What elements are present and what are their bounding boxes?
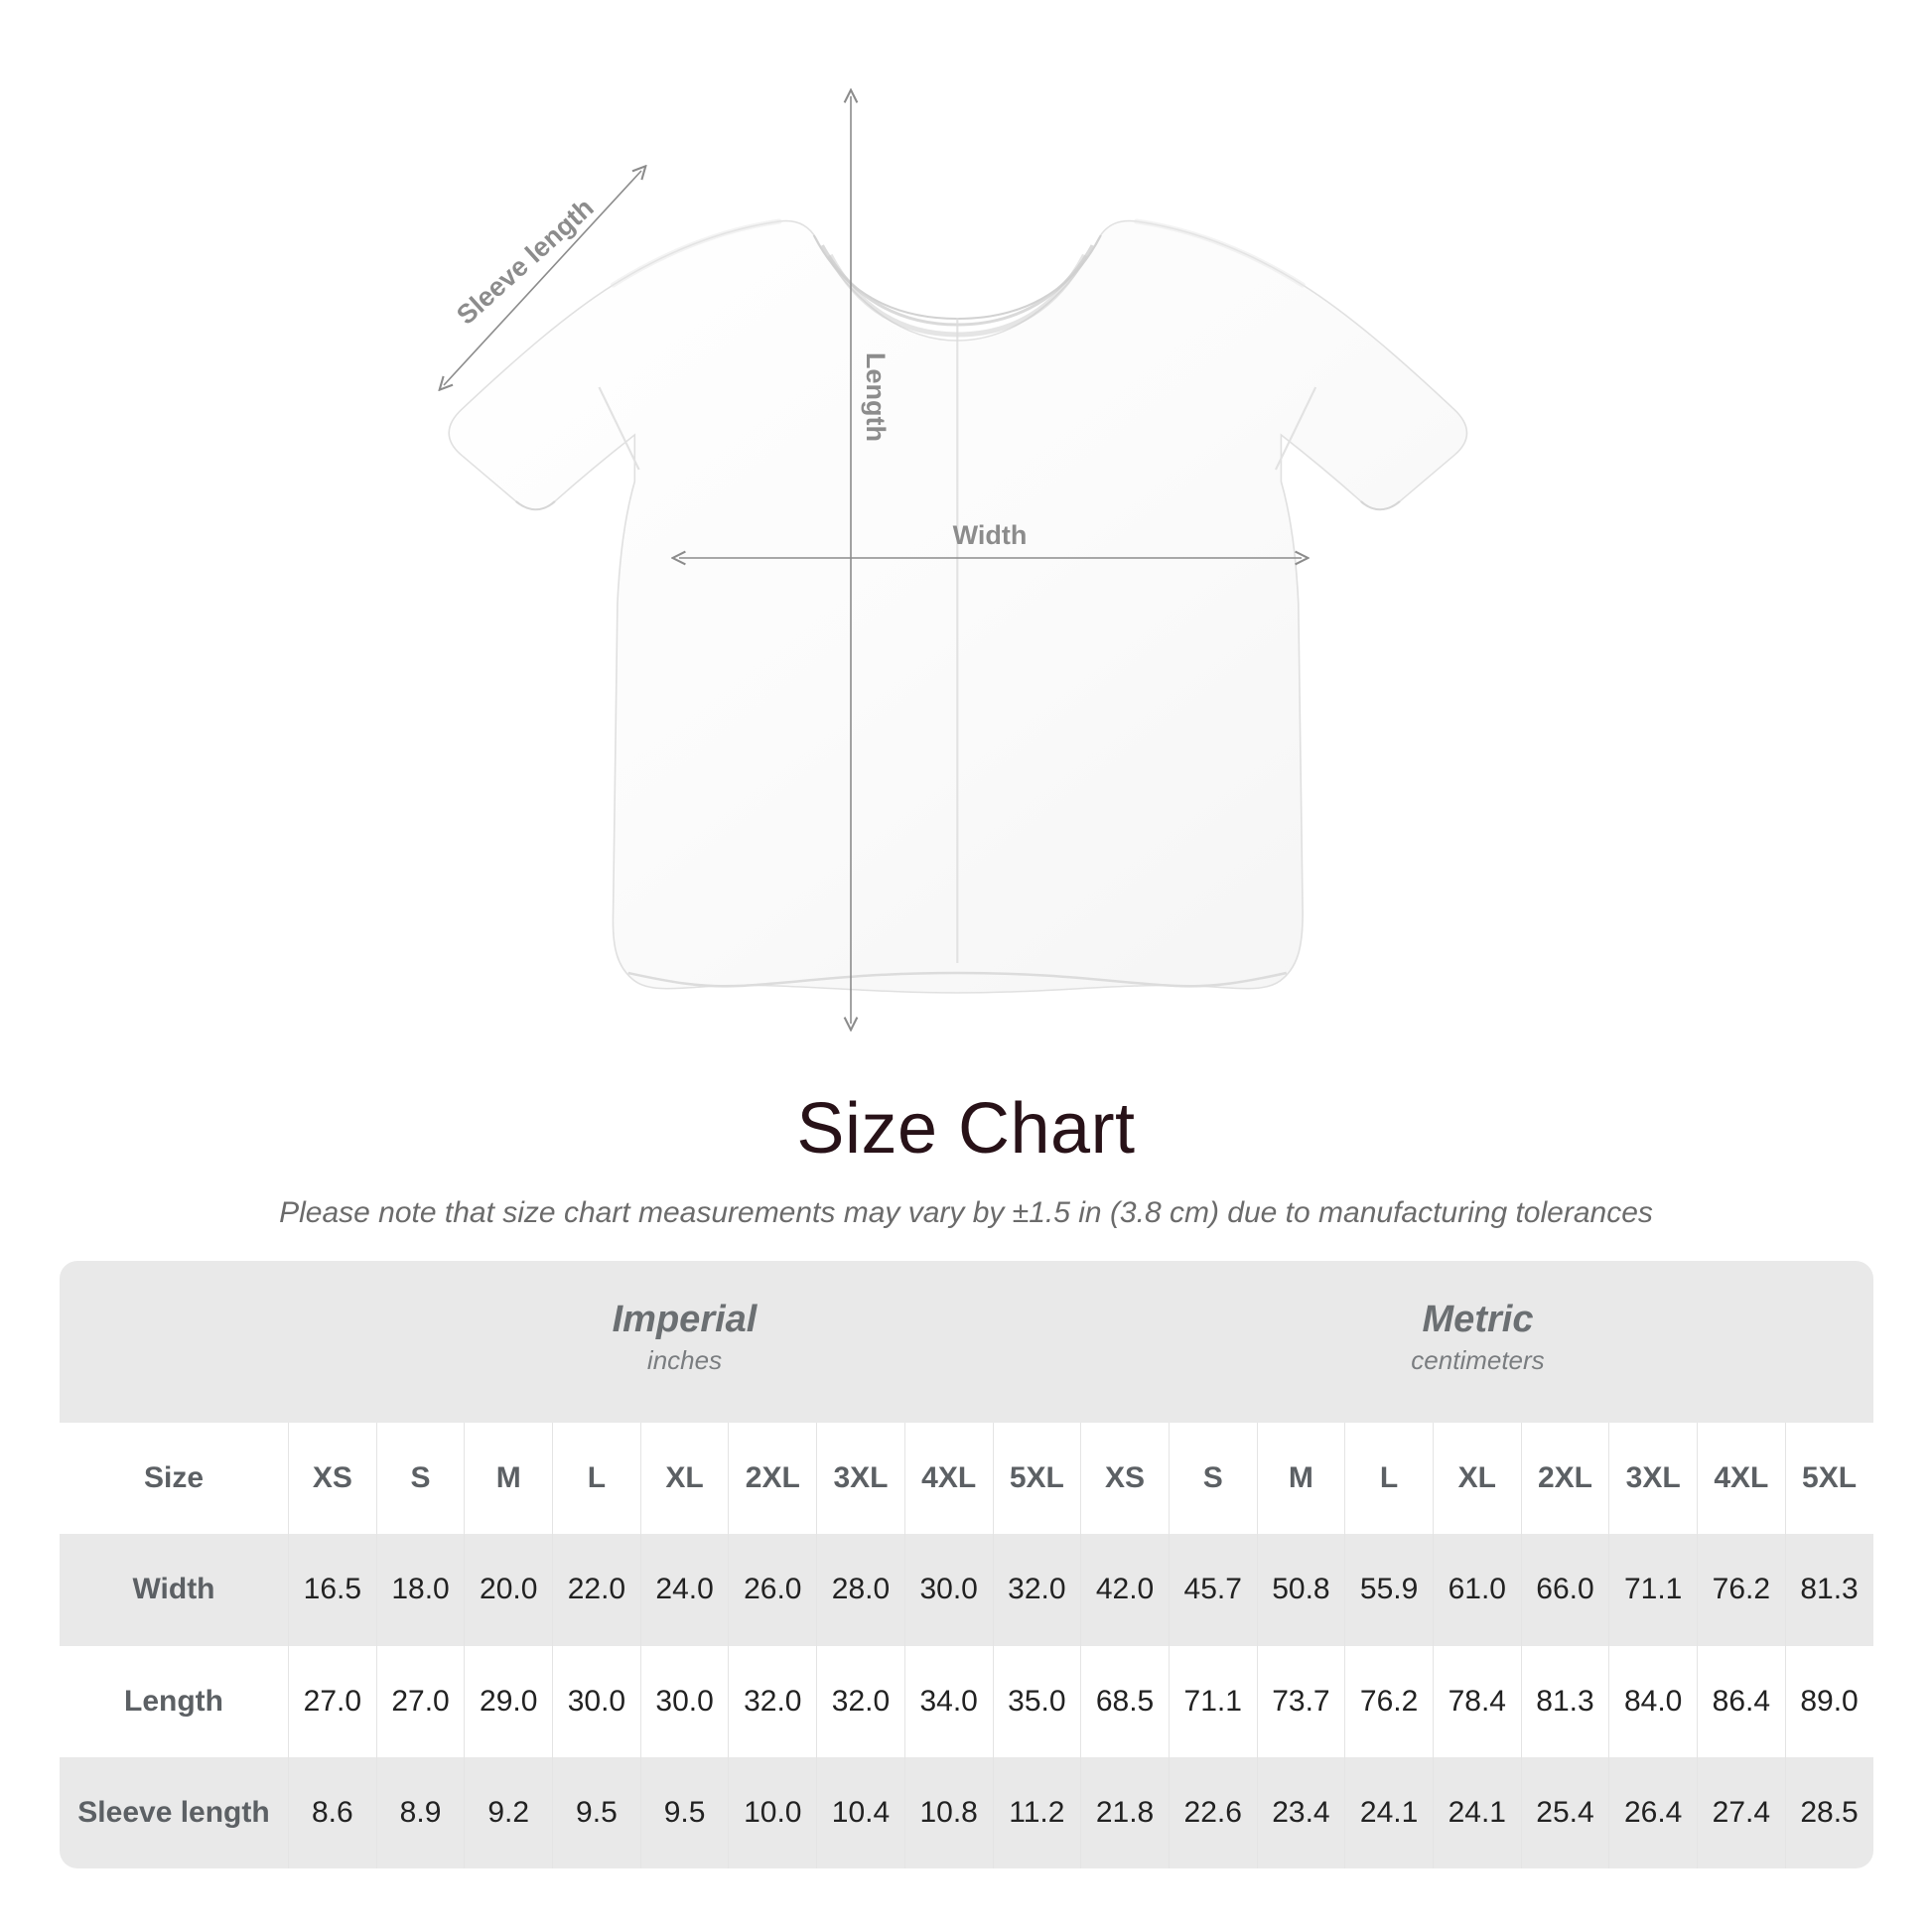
svg-text:Length: Length <box>861 352 891 442</box>
svg-text:Width: Width <box>953 520 1028 550</box>
svg-text:Sleeve length: Sleeve length <box>451 193 599 331</box>
